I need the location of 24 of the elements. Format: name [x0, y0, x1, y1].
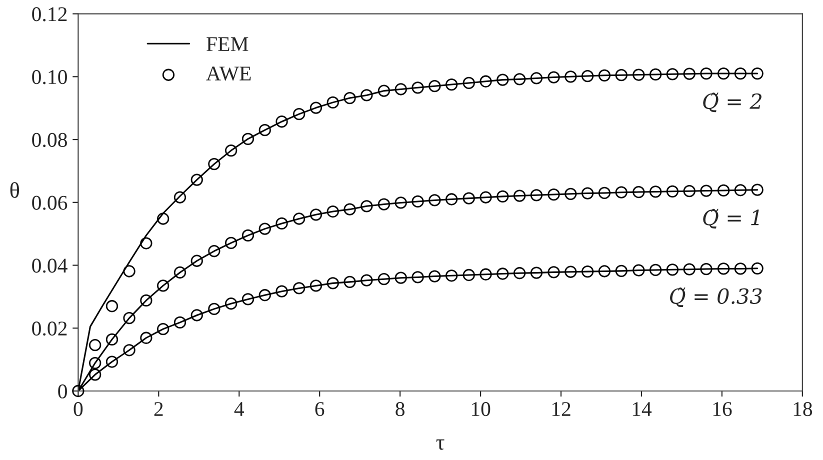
x-axis-title: τ — [436, 439, 444, 450]
x-tick-label: 14 — [632, 402, 652, 416]
legend-label: FEM — [206, 37, 248, 51]
y-tick-label: 0.02 — [32, 322, 67, 336]
x-tick-label: 2 — [154, 402, 163, 416]
annotation: Q̃ = 1 — [703, 208, 759, 228]
x-tick-label: 12 — [552, 402, 570, 416]
y-tick-label: 0.06 — [32, 196, 68, 210]
annotation: Q̃ = 0.33 — [670, 288, 762, 308]
y-tick-label: 0 — [58, 384, 67, 398]
y-tick-label: 0.10 — [32, 70, 67, 84]
x-tick-label: 4 — [234, 402, 244, 416]
y-tick-label: 0.04 — [32, 258, 68, 273]
x-tick-label: 0 — [74, 402, 83, 416]
y-tick-label: 0.12 — [32, 7, 67, 22]
x-tick-label: 10 — [472, 402, 490, 416]
x-tick-label: 6 — [315, 402, 324, 416]
x-tick-label: 18 — [794, 402, 812, 416]
y-tick-label: 0.08 — [32, 132, 67, 148]
annotation: Q̃ = 2 — [703, 92, 762, 112]
y-axis-title: θ — [10, 182, 20, 198]
x-tick-label: 8 — [396, 402, 404, 416]
legend-label: AWE — [206, 66, 251, 81]
x-tick-label: 16 — [713, 402, 732, 416]
